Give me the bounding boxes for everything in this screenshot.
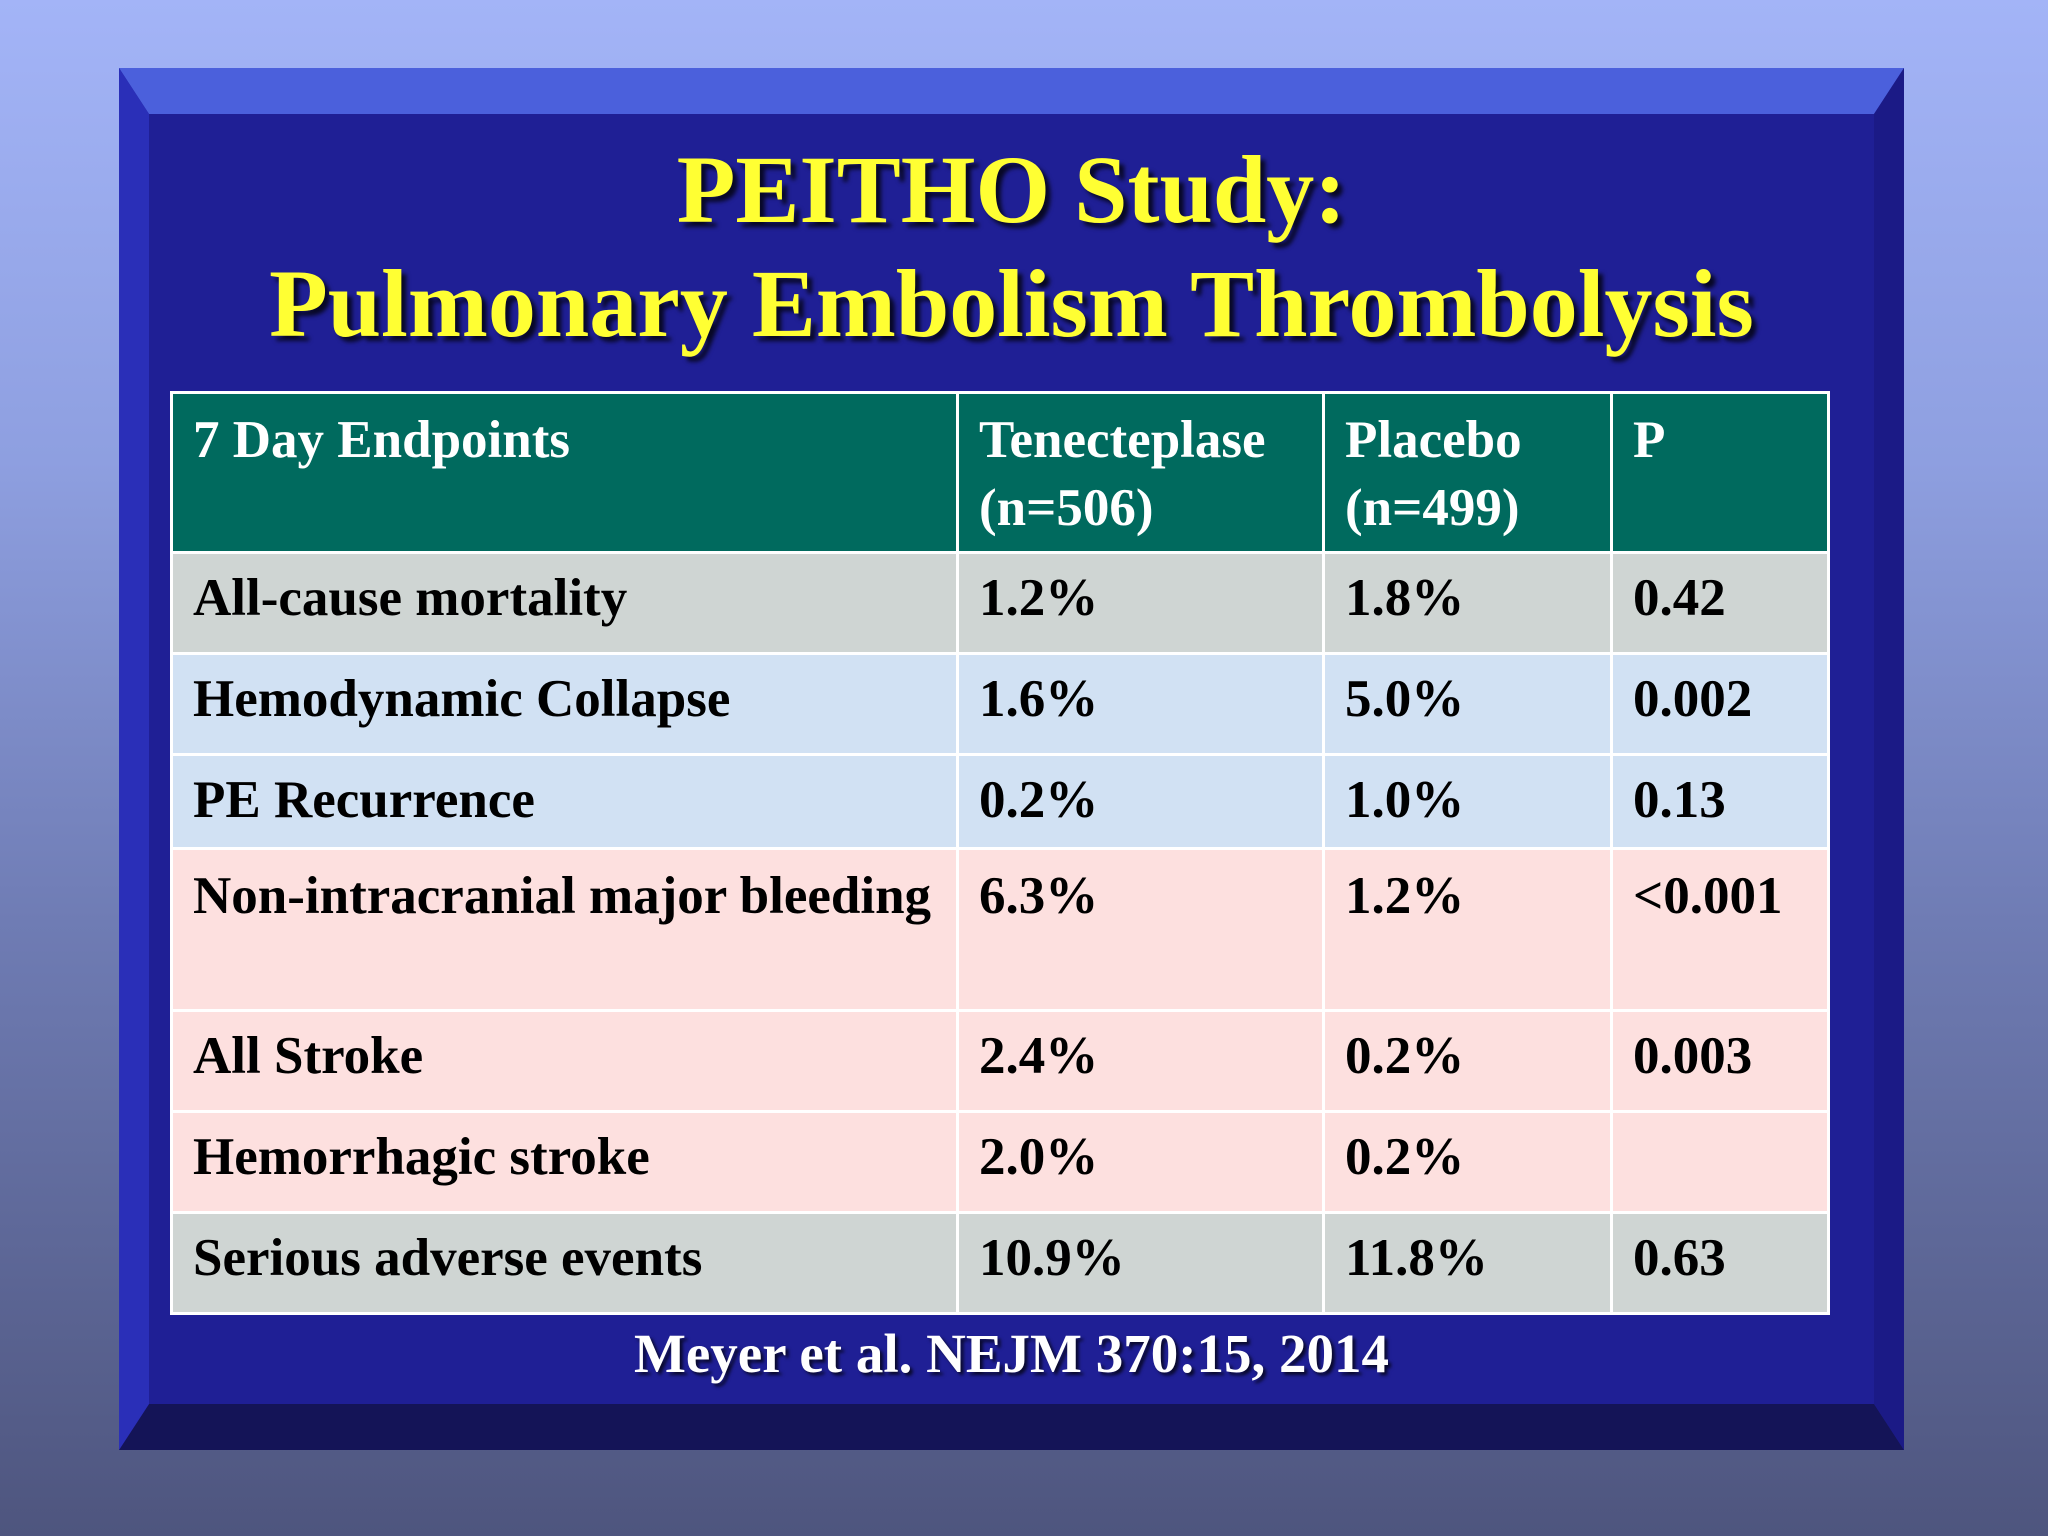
header-tenecteplase-n: (n=506) — [979, 479, 1154, 537]
endpoints-table: 7 Day Endpoints Tenecteplase (n=506) Pla… — [170, 391, 1830, 1315]
frame-bevel-bottom — [119, 1404, 1904, 1450]
cell-endpoint: Non-intracranial major bleeding — [170, 847, 959, 1012]
header-placebo-label: Placebo — [1345, 411, 1522, 469]
table-row: Serious adverse events 10.9% 11.8% 0.63 — [170, 1211, 1830, 1315]
cell-tenecteplase: 1.6% — [956, 652, 1325, 756]
cell-tenecteplase: 10.9% — [956, 1211, 1325, 1315]
header-placebo-n: (n=499) — [1345, 479, 1520, 537]
cell-endpoint: All Stroke — [170, 1009, 959, 1113]
cell-tenecteplase: 6.3% — [956, 847, 1325, 1012]
cell-p: 0.003 — [1610, 1009, 1830, 1113]
table-row: All Stroke 2.4% 0.2% 0.003 — [170, 1009, 1830, 1113]
cell-placebo: 11.8% — [1322, 1211, 1613, 1315]
cell-p: 0.13 — [1610, 753, 1830, 850]
cell-tenecteplase: 2.0% — [956, 1110, 1325, 1214]
cell-p — [1610, 1110, 1830, 1214]
header-tenecteplase: Tenecteplase (n=506) — [956, 391, 1325, 554]
table-row: PE Recurrence 0.2% 1.0% 0.13 — [170, 753, 1830, 850]
cell-placebo: 5.0% — [1322, 652, 1613, 756]
cell-p: <0.001 — [1610, 847, 1830, 1012]
cell-tenecteplase: 1.2% — [956, 551, 1325, 655]
cell-tenecteplase: 0.2% — [956, 753, 1325, 850]
header-endpoint: 7 Day Endpoints — [170, 391, 959, 554]
table-row: Non-intracranial major bleeding 6.3% 1.2… — [170, 847, 1830, 1012]
slide-title-line1: PEITHO Study: — [676, 136, 1347, 243]
cell-endpoint: All-cause mortality — [170, 551, 959, 655]
cell-endpoint: Hemorrhagic stroke — [170, 1110, 959, 1214]
table-header-row: 7 Day Endpoints Tenecteplase (n=506) Pla… — [170, 391, 1830, 554]
cell-placebo: 1.2% — [1322, 847, 1613, 1012]
cell-p: 0.002 — [1610, 652, 1830, 756]
frame-bevel-right — [1874, 68, 1904, 1450]
header-p-label: P — [1633, 411, 1666, 469]
cell-placebo: 0.2% — [1322, 1110, 1613, 1214]
cell-placebo: 1.8% — [1322, 551, 1613, 655]
frame-bevel-top — [119, 68, 1904, 114]
cell-placebo: 0.2% — [1322, 1009, 1613, 1113]
cell-tenecteplase: 2.4% — [956, 1009, 1325, 1113]
cell-endpoint: PE Recurrence — [170, 753, 959, 850]
header-p: P — [1610, 391, 1830, 554]
cell-placebo: 1.0% — [1322, 753, 1613, 850]
slide-title-line2: Pulmonary Embolism Thrombolysis — [269, 250, 1754, 357]
cell-p: 0.63 — [1610, 1211, 1830, 1315]
table-row: Hemorrhagic stroke 2.0% 0.2% — [170, 1110, 1830, 1214]
table-row: Hemodynamic Collapse 1.6% 5.0% 0.002 — [170, 652, 1830, 756]
frame-bevel-left — [119, 68, 149, 1450]
table-row: All-cause mortality 1.2% 1.8% 0.42 — [170, 551, 1830, 655]
citation: Meyer et al. NEJM 370:15, 2014 — [633, 1323, 1390, 1384]
header-placebo: Placebo (n=499) — [1322, 391, 1613, 554]
cell-endpoint: Serious adverse events — [170, 1211, 959, 1315]
cell-endpoint: Hemodynamic Collapse — [170, 652, 959, 756]
header-endpoint-label: 7 Day Endpoints — [193, 411, 571, 469]
slide-frame: PEITHO Study: Pulmonary Embolism Thrombo… — [119, 68, 1904, 1450]
cell-p: 0.42 — [1610, 551, 1830, 655]
header-tenecteplase-label: Tenecteplase — [979, 411, 1266, 469]
